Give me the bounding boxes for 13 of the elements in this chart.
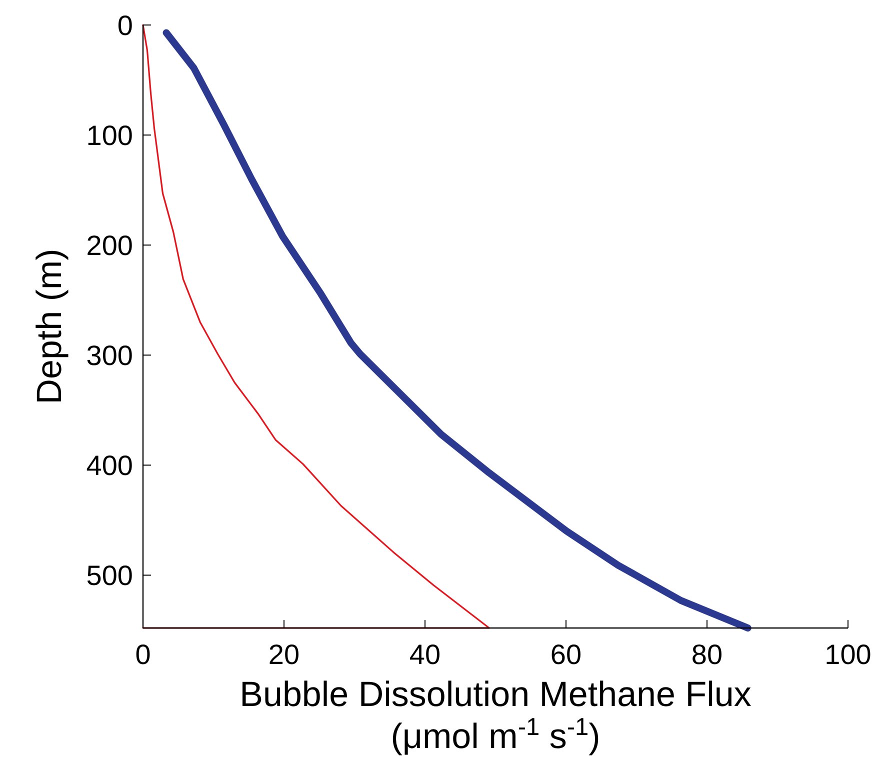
- y-tick-label: 400: [86, 450, 133, 481]
- x-tick-label: 80: [691, 639, 723, 670]
- y-tick-label: 300: [86, 340, 133, 371]
- x-tick-label: 20: [268, 639, 300, 670]
- y-tick-label: 200: [86, 230, 133, 261]
- x-tick-label: 60: [550, 639, 582, 670]
- y-tick-label: 0: [117, 10, 133, 41]
- x-tick-label: 40: [409, 639, 441, 670]
- y-axis-title: Depth (m): [30, 248, 69, 404]
- y-tick-label: 100: [86, 120, 133, 151]
- x-axis-title: Bubble Dissolution Methane Flux (μmol m$^{-1}$ s$^{-1}$): [240, 675, 752, 756]
- y-tick-label: 500: [86, 560, 133, 591]
- x-tick-label: 100: [824, 639, 872, 670]
